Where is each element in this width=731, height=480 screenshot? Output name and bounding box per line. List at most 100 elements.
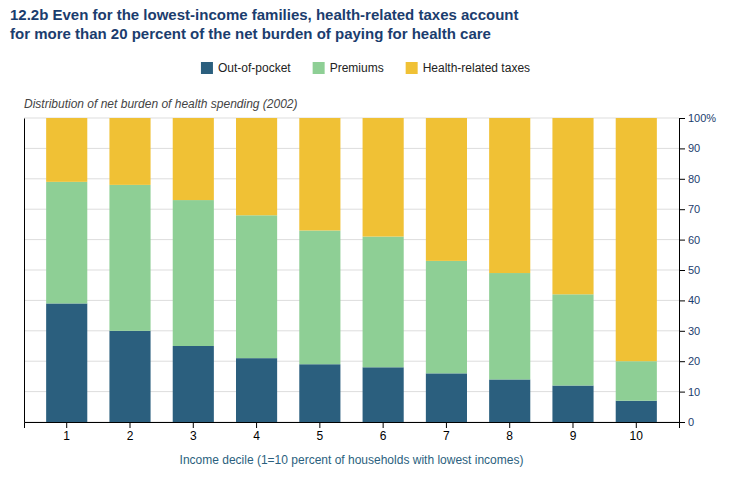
bar: [363, 237, 404, 368]
grid: [24, 118, 679, 422]
bar: [426, 118, 467, 261]
legend-item: Premiums: [313, 61, 384, 75]
subtitle: Distribution of net burden of health spe…: [24, 97, 298, 111]
bar: [109, 331, 150, 422]
x-tick: 2: [127, 422, 134, 443]
x-tick-mark: [256, 422, 257, 428]
x-tick-mark: [130, 422, 131, 428]
bar: [109, 185, 150, 331]
x-tick-mark: [572, 422, 573, 428]
bar: [363, 367, 404, 422]
x-tick-mark: [446, 422, 447, 428]
axis-domain: [24, 119, 25, 423]
bar: [552, 294, 593, 385]
x-tick: 7: [443, 422, 450, 443]
x-tick-mark: [319, 422, 320, 428]
bar: [236, 215, 277, 358]
legend-swatch: [313, 62, 325, 74]
y-tick-mark: [679, 300, 685, 301]
bar: [299, 364, 340, 422]
x-axis: 12345678910: [25, 422, 680, 443]
x-tick-label: 1: [63, 429, 70, 443]
x-tick-label: 2: [127, 429, 134, 443]
legend-label: Out-of-pocket: [218, 61, 291, 75]
x-tick-mark: [193, 422, 194, 428]
x-tick-label: 5: [317, 429, 324, 443]
y-tick-label: 10: [688, 386, 700, 398]
bar: [426, 373, 467, 422]
y-tick-label: 80: [688, 173, 700, 185]
bar: [299, 118, 340, 230]
axis-domain: [25, 423, 680, 429]
y-tick-label: 60: [688, 234, 700, 246]
plot: 1 2 3 4 5 6 7 8 9 100 10 20 30 40 50 60 70 80 90 100% Income…: [24, 112, 716, 467]
x-tick-label: 8: [506, 429, 513, 443]
y-tick-mark: [679, 148, 685, 149]
y-tick-mark: [679, 240, 685, 241]
bar: [363, 118, 404, 237]
bar: [616, 401, 657, 422]
bar: [616, 361, 657, 401]
x-tick: 4: [253, 422, 260, 443]
x-tick: 6: [380, 422, 387, 443]
y-tick-label: 50: [688, 264, 700, 276]
y-axis: 0 10 20 30 40 50 60 70 80 90 100%: [679, 112, 716, 428]
legend-item: Health-related taxes: [406, 61, 530, 75]
legend: Out-of-pocket Premiums Health-related taxe…: [201, 61, 530, 75]
y-tick-mark: [679, 422, 685, 423]
x-tick: 3: [190, 422, 197, 443]
x-tick-label: 3: [190, 429, 197, 443]
x-tick: 9: [570, 422, 577, 443]
bar: [236, 358, 277, 422]
y-tick: 70: [679, 203, 700, 215]
y-tick-mark: [679, 118, 685, 119]
bar: [173, 346, 214, 422]
axis-domain: [680, 119, 686, 423]
bar: [299, 230, 340, 364]
legend-label: Premiums: [330, 61, 384, 75]
chart: 12.2b Even for the lowest-income familie…: [0, 0, 731, 480]
y-tick: 90: [679, 142, 700, 154]
y-tick-mark: [679, 209, 685, 210]
bar: [616, 118, 657, 361]
legend-item: Out-of-pocket: [201, 61, 291, 75]
y-tick-label: 0: [688, 416, 694, 428]
bar: [46, 303, 87, 422]
y-tick-mark: [679, 392, 685, 393]
y-tick: 80: [679, 173, 700, 185]
bar: [173, 118, 214, 200]
bar: [552, 386, 593, 422]
y-tick: 20: [679, 355, 700, 367]
y-tick-mark: [679, 270, 685, 271]
x-tick-label: 9: [570, 429, 577, 443]
bar: [489, 273, 530, 379]
y-tick: 40: [679, 294, 700, 306]
y-tick-label: 70: [688, 203, 700, 215]
bar: [46, 118, 87, 182]
x-tick: 8: [506, 422, 513, 443]
bar: [489, 379, 530, 422]
x-axis-title: Income decile (1=10 percent of household…: [180, 453, 524, 467]
y-tick-label: 40: [688, 294, 700, 306]
bar: [236, 118, 277, 215]
y-tick-mark: [679, 331, 685, 332]
y-tick-label: 30: [688, 325, 700, 337]
y-tick: 100%: [679, 112, 716, 124]
y-tick: 0: [679, 416, 694, 428]
x-tick-label: 4: [253, 429, 260, 443]
y-tick-label: 100%: [688, 112, 716, 124]
x-tick-label: 6: [380, 429, 387, 443]
bars: [46, 118, 657, 422]
bar: [426, 261, 467, 373]
y-axis-left: [24, 119, 25, 423]
legend-swatch: [406, 62, 418, 74]
x-tick-label: 7: [443, 429, 450, 443]
y-tick: 50: [679, 264, 700, 276]
y-tick-label: 90: [688, 142, 700, 154]
legend-swatch: [201, 62, 213, 74]
bar: [46, 182, 87, 304]
legend-label: Health-related taxes: [423, 61, 530, 75]
bar: [173, 200, 214, 346]
y-tick: 10: [679, 386, 700, 398]
title: 12.2b Even for the lowest-income familie…: [10, 6, 519, 42]
